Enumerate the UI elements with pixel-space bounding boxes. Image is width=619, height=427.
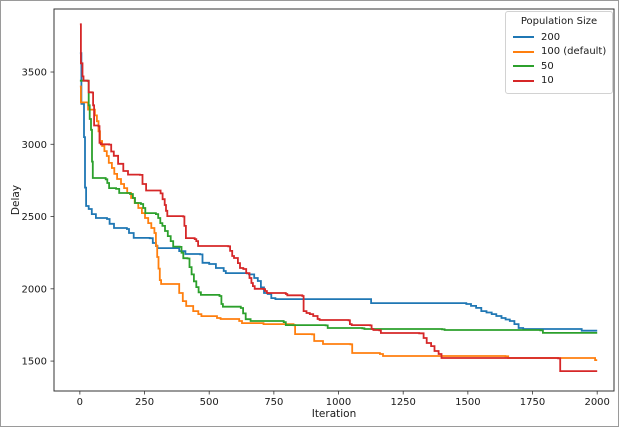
x-tick-label: 1750 — [520, 397, 545, 408]
series-line-100-default — [79, 85, 598, 361]
x-tick-label: 1000 — [326, 397, 351, 408]
legend-label: 200 — [541, 31, 561, 43]
axes-spines — [53, 8, 615, 392]
x-tick-label: 1500 — [455, 397, 480, 408]
y-tick-label: 3000 — [22, 140, 47, 151]
y-tick-label: 1500 — [22, 357, 47, 368]
y-tick-label: 2500 — [22, 212, 47, 223]
legend-entry: 100 (default) — [513, 45, 607, 60]
x-axis-label: Iteration — [311, 408, 357, 420]
legend-entries: 200 100 (default) 50 10 — [513, 30, 607, 89]
legend-line-swatch — [513, 79, 534, 82]
legend-entry: 200 — [513, 30, 605, 45]
x-tick-label: 500 — [200, 397, 219, 408]
x-tick-label: 0 — [77, 397, 83, 408]
x-tick-label: 750 — [264, 397, 283, 408]
legend-line-swatch — [513, 65, 534, 68]
legend-entry: 50 — [513, 59, 605, 74]
legend-entry: 10 — [513, 74, 605, 89]
x-tick-label: 1250 — [390, 397, 415, 408]
legend-line-swatch — [513, 50, 534, 53]
legend-line-swatch — [513, 36, 534, 39]
legend-title: Population Size — [520, 16, 598, 27]
x-tick-label: 250 — [135, 397, 154, 408]
x-tick-label: 2000 — [584, 397, 609, 408]
series-line-50 — [79, 79, 598, 334]
series-line-200 — [79, 52, 598, 332]
legend-label: 100 (default) — [541, 46, 607, 58]
y-tick-label: 2000 — [22, 284, 47, 295]
y-tick-label: 3500 — [22, 68, 47, 79]
legend: Population Size 200 100 (default) 50 10 — [505, 11, 613, 94]
legend-label: 50 — [541, 60, 554, 72]
legend-label: 10 — [541, 75, 554, 87]
series-line-10 — [79, 23, 598, 372]
y-axis-label: Delay — [10, 184, 22, 216]
